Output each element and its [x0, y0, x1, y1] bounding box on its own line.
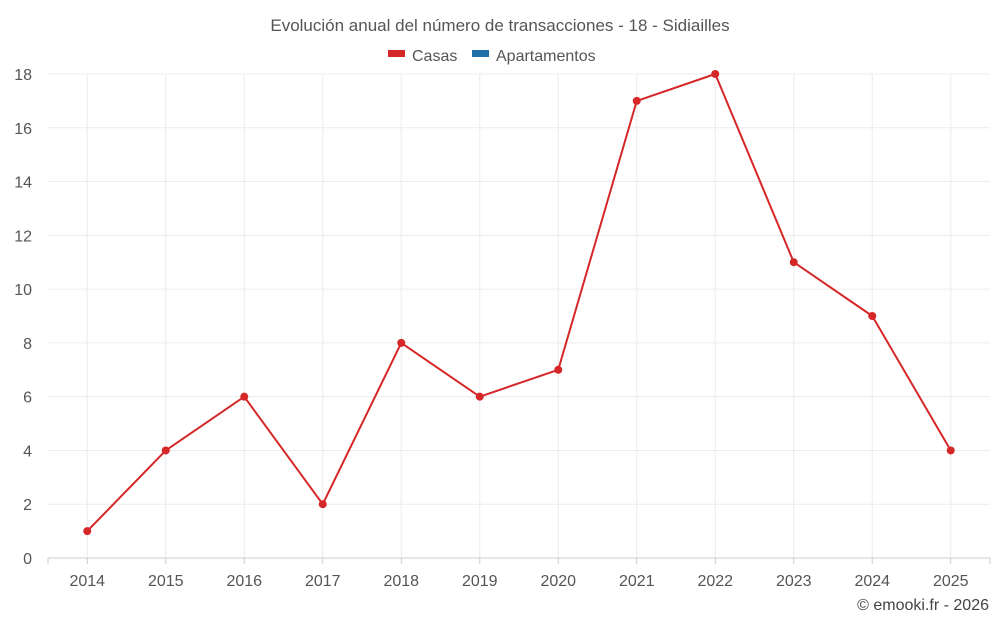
x-tick-label: 2023 [776, 573, 812, 590]
y-tick-label: 16 [14, 121, 32, 138]
legend: Casas Apartamentos [388, 48, 596, 65]
data-point-casas[interactable] [240, 392, 249, 401]
y-tick-label: 18 [14, 67, 32, 84]
axes: 0 2 4 6 8 10 12 14 16 18 2014 2015 2016 2017 2018 2019 2… [14, 67, 991, 590]
y-tick-label: 10 [14, 282, 32, 299]
data-point-casas[interactable] [475, 392, 484, 401]
x-tick-label: 2016 [226, 573, 262, 590]
x-tick-label: 2019 [462, 573, 498, 590]
y-tick-label: 2 [23, 497, 32, 514]
x-tick-label: 2024 [854, 573, 890, 590]
x-tick-label: 2025 [933, 573, 969, 590]
x-tick-label: 2014 [69, 573, 105, 590]
data-point-casas[interactable] [554, 365, 563, 374]
x-tick-label: 2020 [540, 573, 576, 590]
series-line-casas [86, 73, 952, 532]
x-tick-label: 2022 [697, 573, 733, 590]
data-point-casas[interactable] [318, 500, 327, 509]
grid [48, 73, 990, 558]
legend-swatch-casas [388, 50, 405, 57]
x-tick-label: 2021 [619, 573, 655, 590]
y-tick-label: 8 [23, 336, 32, 353]
y-tick-label: 0 [23, 551, 32, 568]
data-point-casas[interactable] [789, 258, 798, 267]
legend-item-apartamentos[interactable]: Apartamentos [472, 48, 596, 65]
data-point-casas[interactable] [632, 96, 641, 105]
legend-label-casas: Casas [412, 48, 457, 65]
data-point-casas[interactable] [83, 527, 92, 536]
y-tick-label: 4 [23, 443, 32, 460]
y-tick-label: 12 [14, 228, 32, 245]
data-point-casas[interactable] [711, 70, 720, 78]
data-point-casas[interactable] [868, 312, 877, 320]
x-tick-label: 2015 [148, 573, 184, 590]
chart-title: Evolución anual del número de transaccio… [270, 16, 729, 35]
credit-text: © emooki.fr - 2026 [857, 597, 989, 614]
x-tick-label: 2017 [305, 573, 341, 590]
series [83, 70, 955, 536]
y-tick-label: 6 [23, 390, 32, 407]
legend-swatch-apartamentos [472, 50, 489, 57]
x-tick-label: 2018 [383, 573, 419, 590]
y-tick-label: 14 [14, 175, 32, 192]
legend-label-apartamentos: Apartamentos [496, 48, 596, 65]
data-point-casas[interactable] [397, 338, 406, 347]
data-point-casas[interactable] [946, 446, 955, 455]
legend-item-casas[interactable]: Casas [388, 48, 457, 65]
data-point-casas[interactable] [161, 446, 170, 455]
